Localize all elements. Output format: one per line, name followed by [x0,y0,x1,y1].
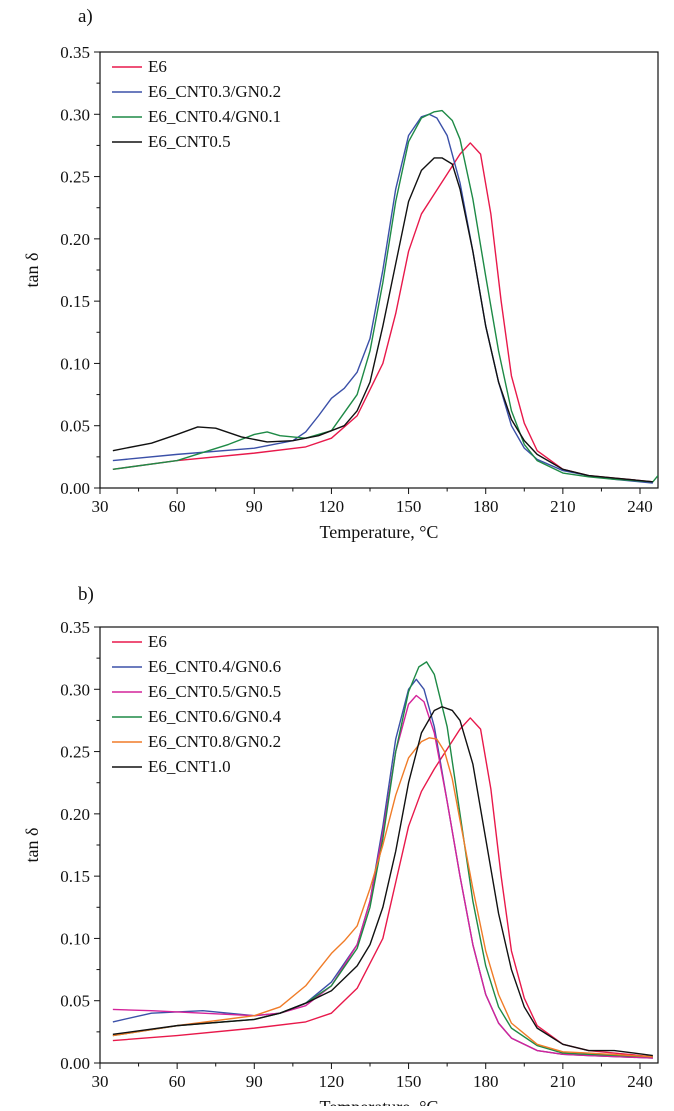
panel-label: b) [78,584,94,605]
x-tick-label: 240 [627,497,653,516]
y-tick-label: 0.20 [60,805,90,824]
panel-label: a) [78,6,93,27]
legend-label-3: E6_CNT0.6/GN0.4 [148,707,282,726]
x-axis-label: Temperature, °C [320,1097,439,1106]
legend-label-2: E6_CNT0.4/GN0.1 [148,107,281,126]
x-tick-label: 90 [246,497,263,516]
x-axis-label: Temperature, °C [320,522,439,542]
x-tick-label: 150 [396,1072,422,1091]
legend-label-1: E6_CNT0.3/GN0.2 [148,82,281,101]
x-tick-label: 60 [169,1072,186,1091]
y-tick-label: 0.00 [60,479,90,498]
y-tick-label: 0.35 [60,618,90,637]
x-tick-label: 180 [473,497,499,516]
legend-label-0: E6 [148,57,167,76]
chart-panel-1: b) 30 60 90 120 150 180 210 240 0.00 0.05 0.10 0.15 0… [22,584,659,1111]
y-tick-label: 0.25 [60,743,90,762]
series-line-4 [112,737,653,1058]
y-tick-label: 0.35 [60,43,90,62]
y-tick-label: 0.15 [60,867,90,886]
legend: E6 E6_CNT0.3/GN0.2 E6_CNT0.4/GN0.1 E6_CNT0.… [112,57,281,151]
x-tick-label: 60 [169,497,186,516]
y-tick-label: 0.20 [60,230,90,249]
y-tick-label: 0.25 [60,168,90,187]
legend-label-5: E6_CNT1.0 [148,757,231,776]
y-tick-label: 0.05 [60,417,90,436]
y-tick-label: 0.00 [60,1054,90,1073]
x-tick-label: 150 [396,497,422,516]
series-lines [112,109,658,484]
series-lines [112,661,653,1059]
legend-label-2: E6_CNT0.5/GN0.5 [148,682,281,701]
legend-label-0: E6 [148,632,167,651]
series-line-3 [112,157,653,483]
y-tick-label: 0.30 [60,680,90,699]
x-tick-label: 210 [550,1072,576,1091]
x-tick-label: 210 [550,497,576,516]
x-tick-label: 120 [319,497,345,516]
y-axis-label: tan δ [22,253,42,288]
legend: E6 E6_CNT0.4/GN0.6 E6_CNT0.5/GN0.5 E6_CNT0.… [112,632,282,776]
y-axis-label: tan δ [22,828,42,863]
x-tick-label: 120 [319,1072,345,1091]
x-tick-label: 180 [473,1072,499,1091]
x-tick-label: 240 [627,1072,653,1091]
chart-panel-0: a) 30 60 90 120 150 180 210 240 0.00 0.05 0.10 0.15 0… [22,6,659,542]
legend-label-3: E6_CNT0.5 [148,132,231,151]
x-tick-label: 30 [92,497,109,516]
legend-label-1: E6_CNT0.4/GN0.6 [148,657,281,676]
y-tick-label: 0.05 [60,992,90,1011]
y-tick-label: 0.30 [60,105,90,124]
y-tick-label: 0.10 [60,354,90,373]
series-line-2 [112,109,658,483]
series-line-0 [112,142,653,483]
x-tick-label: 90 [246,1072,263,1091]
series-line-5 [112,706,653,1057]
x-tick-label: 30 [92,1072,109,1091]
legend-label-4: E6_CNT0.8/GN0.2 [148,732,281,751]
series-line-0 [112,717,653,1058]
y-tick-label: 0.10 [60,929,90,948]
y-tick-label: 0.15 [60,292,90,311]
